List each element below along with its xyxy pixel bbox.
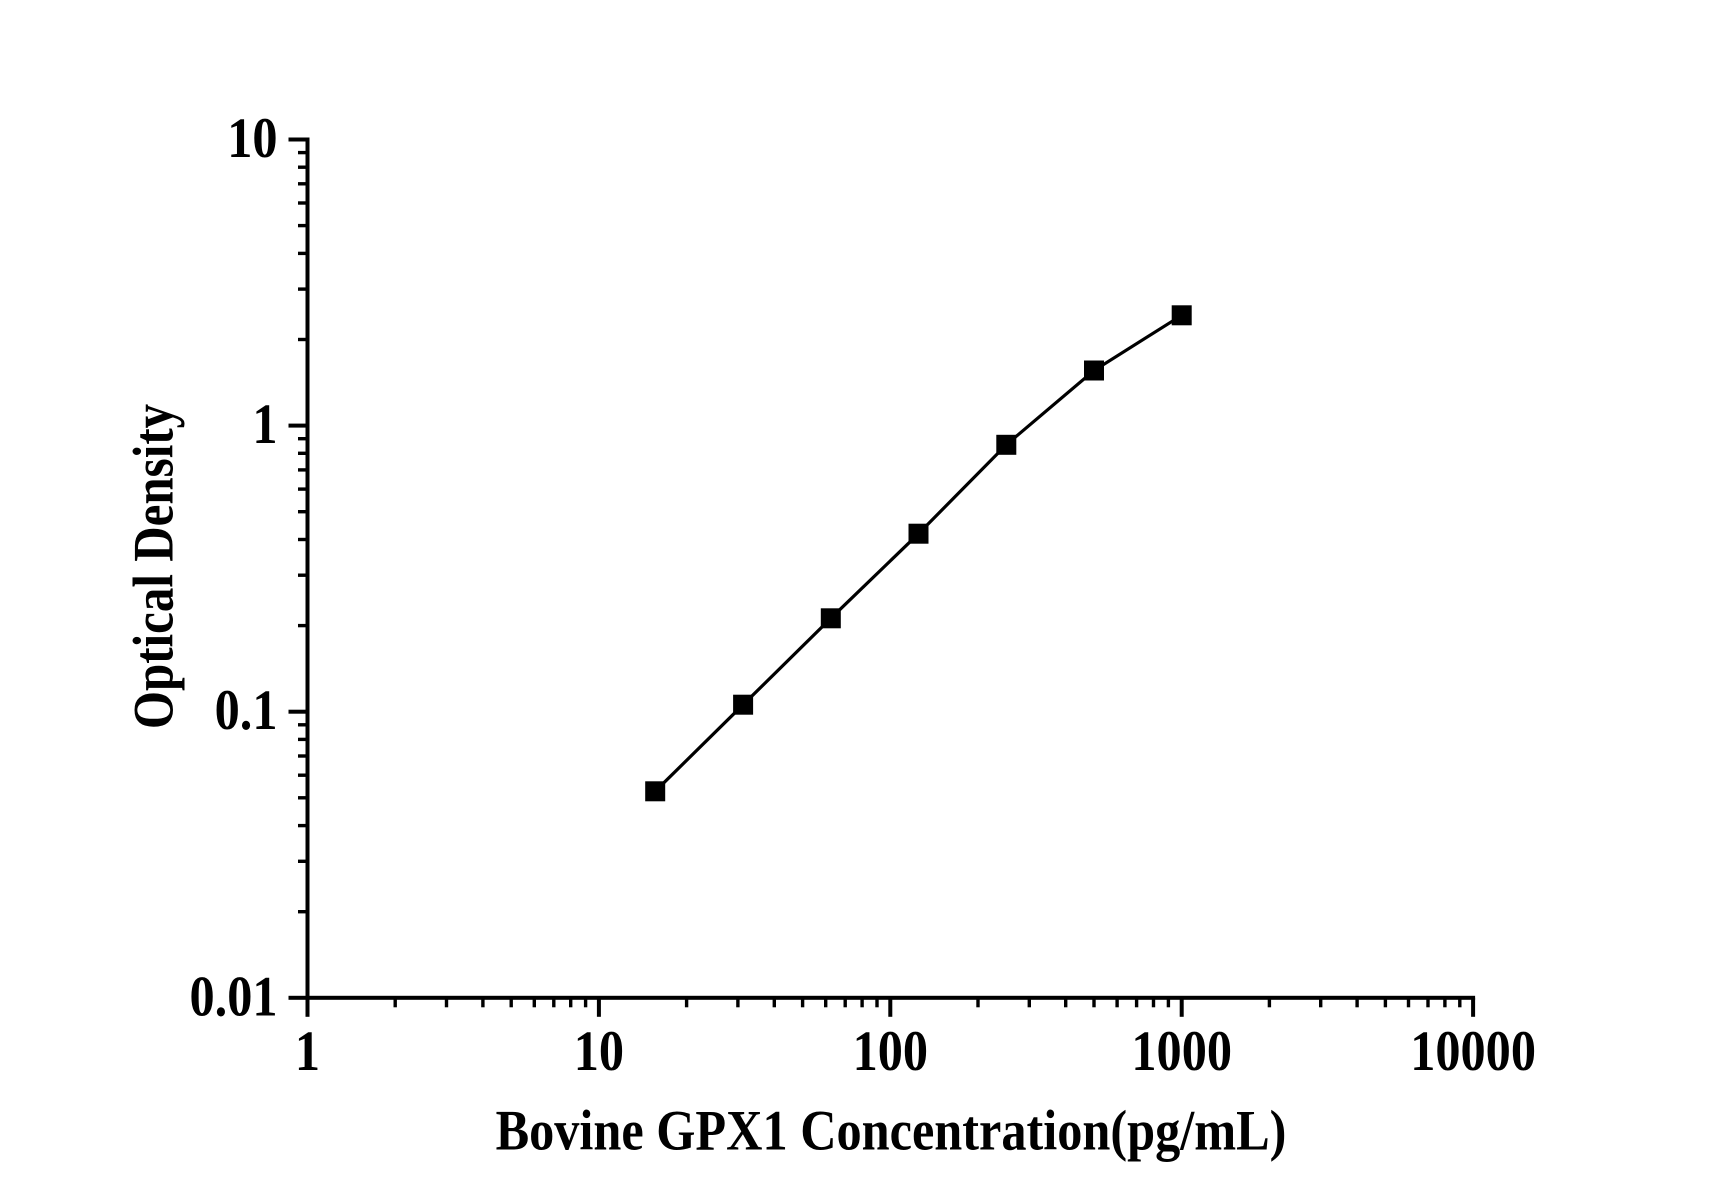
svg-text:0.01: 0.01 (189, 964, 277, 1028)
svg-text:100: 100 (853, 1019, 928, 1083)
svg-text:1: 1 (252, 392, 277, 456)
svg-text:10: 10 (227, 106, 277, 170)
svg-text:1000: 1000 (1131, 1019, 1232, 1083)
svg-text:0.1: 0.1 (215, 678, 278, 742)
svg-text:10: 10 (574, 1019, 624, 1083)
svg-text:1: 1 (295, 1019, 320, 1083)
svg-text:10000: 10000 (1410, 1019, 1536, 1083)
svg-text:Bovine GPX1 Concentration(pg/m: Bovine GPX1 Concentration(pg/mL) (496, 1098, 1287, 1162)
svg-text:Optical Density: Optical Density (121, 404, 186, 730)
